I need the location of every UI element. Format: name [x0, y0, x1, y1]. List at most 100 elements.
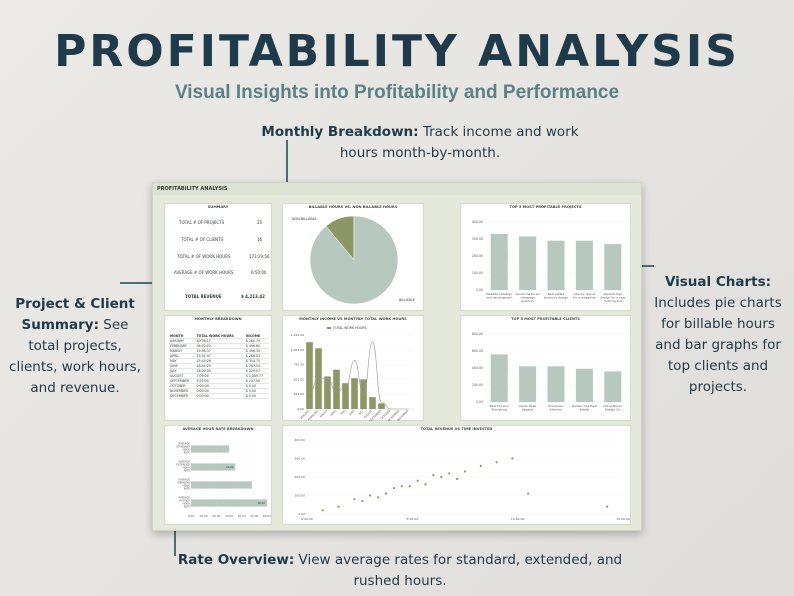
rate-bar-chart: 0.00 10.00 20.00 30.00 40.00 50.00 60.00 AVERAG…	[176, 440, 271, 518]
callout-visual-text: Includes pie charts for billable hours a…	[654, 295, 782, 395]
bar	[369, 397, 376, 409]
billable-pie-chart	[309, 215, 399, 305]
table-row: APRIL 23:51:47 $ 266.03	[169, 353, 269, 359]
table-cell: $ 496.60	[244, 343, 269, 349]
bar	[351, 378, 358, 409]
dashboard-title: PROFITABILITY ANALYSIS	[153, 183, 641, 195]
y-tick-label: 400.00	[472, 366, 483, 370]
table-row: JUNE 18:44:29 $ 787.24	[169, 363, 269, 369]
table-cell: OCTOBER	[169, 383, 196, 389]
y-tick-label: 400.00	[472, 220, 483, 224]
scatter-point	[606, 505, 609, 508]
bar	[547, 240, 565, 290]
x-tick-label: Interior layout	[574, 292, 596, 296]
y-tick-label: 750.00	[294, 363, 305, 367]
bar	[191, 463, 236, 471]
y-tick-label: AVERAGE	[178, 459, 190, 463]
bar	[191, 445, 229, 453]
y-tick-label: 800.00	[472, 332, 483, 336]
y-tick-label: 500.00	[294, 377, 305, 381]
table-cell: 18:00:00	[195, 368, 245, 374]
y-tick-label: 400.00	[295, 438, 306, 442]
summary-value: 16	[257, 237, 263, 242]
x-tick-label: Evergreen	[548, 404, 563, 408]
table-cell: 0:00:00	[195, 393, 245, 399]
table-cell: MAY	[169, 358, 196, 364]
scatter-point	[400, 485, 403, 488]
scatter-point	[408, 485, 411, 488]
summary-label: TOTAL REVENUE	[185, 294, 222, 299]
scatter-point	[369, 494, 372, 497]
table-cell: FEBRUARY	[169, 343, 196, 349]
x-tick-label: Citrus Bloom	[603, 404, 622, 408]
x-tick-label: APRIL	[329, 408, 337, 416]
y-tick-label: RATE	[184, 486, 191, 490]
scatter-point	[479, 464, 482, 467]
pie-label-billable: BILLABLE	[399, 298, 415, 302]
scatter-point	[448, 472, 451, 475]
table-cell: 40:36:17	[195, 338, 245, 344]
x-tick-label: design for a new	[600, 296, 626, 300]
bar	[191, 481, 252, 489]
y-tick-label: AVERAGE	[178, 495, 190, 499]
callout-monthly-bold: Monthly Breakdown:	[261, 124, 419, 140]
table-cell: $ 266.03	[244, 353, 269, 359]
x-tick-label: 5:00:00	[407, 517, 419, 521]
scatter-point	[337, 505, 340, 508]
scatter-point	[384, 492, 388, 495]
summary-label: TOTAL # OF WORK HOURS	[177, 254, 231, 259]
y-tick-label: 0.00	[298, 512, 305, 516]
bar-value-label: 20.00	[226, 465, 234, 469]
table-cell: APRIL	[169, 353, 196, 359]
table-cell: $ 787.24	[244, 363, 269, 369]
monthly-breakdown-table: MONTH TOTAL WORK HOURS INCOME JANUARY 40:36:…	[169, 330, 269, 399]
y-tick-label: HOUR	[183, 501, 191, 505]
top-projects-title: TOP 5 MOST PROFITABLE PROJECTS	[509, 205, 582, 209]
top-clients-title: TOP 5 MOST PROFITABLE CLIENTS	[511, 317, 580, 321]
income-line	[309, 341, 409, 410]
y-tick-label: 100.00	[295, 494, 306, 498]
y-tick-label: AVERAGE	[178, 441, 190, 445]
x-tick-label: 15:00:00	[616, 517, 630, 521]
callout-rate-text: View average rates for standard, extende…	[294, 552, 623, 589]
billable-pie-panel: BILLABLE HOURS VS. NON BILLABLE HOURS NO…	[282, 203, 424, 311]
table-cell: 7:09:00	[195, 373, 245, 379]
income-hours-legend: TOTAL WORK HOURS	[333, 326, 367, 330]
bar	[575, 368, 593, 402]
x-tick-label: 30.00	[225, 514, 233, 518]
summary-value: 25	[257, 220, 263, 225]
x-tick-label: campaign	[520, 296, 535, 300]
rate-breakdown-title: AVERAGE HOUR RATE BREAKDOWN	[182, 427, 254, 431]
x-tick-label: 40.00	[238, 514, 246, 518]
revenue-time-scatter-chart: 0.00 100.00 200.00 300.00 400.00 0:00:00 5:00:…	[295, 438, 630, 521]
table-cell: 19:46:37	[195, 348, 245, 354]
scatter-point	[377, 496, 380, 499]
table-row: MAY 15:44:26 $ 354.75	[169, 358, 269, 364]
y-tick-label: 1,250.00	[291, 333, 304, 337]
top-clients-bar-chart: 0.00 200.00 400.00 600.00 800.00 Blue Horizon…	[472, 332, 627, 412]
income-hours-combo-chart: 0.00 250.00 500.00 750.00 1,000.00 1,250.00 JA…	[291, 327, 413, 421]
x-tick-label: AUGUST	[363, 409, 374, 420]
x-tick-label: JANUARY	[299, 409, 311, 421]
x-tick-label: Blue Horizon	[490, 404, 509, 408]
y-tick-label: 200.00	[472, 254, 483, 258]
pie-slice	[309, 215, 399, 305]
scatter-point	[361, 499, 364, 503]
callout-rate-bold: Rate Overview:	[177, 552, 295, 568]
bar	[519, 236, 537, 290]
table-cell: $ 0.00	[244, 383, 269, 389]
table-cell: JULY	[169, 368, 196, 374]
scatter-point	[424, 483, 427, 486]
top-projects-bar-chart: 0.00 100.00 200.00 300.00 400.00 Website rede…	[472, 220, 627, 303]
table-cell: 23:51:47	[195, 353, 245, 359]
scatter-point	[527, 492, 530, 495]
callout-client-text: See total projects, clients, work hours,…	[9, 317, 141, 396]
page-title: PROFITABILITY ANALYSIS	[54, 26, 740, 77]
table-header-cell: TOTAL WORK HOURS	[195, 330, 245, 339]
billable-pie-title: BILLABLE HOURS VS. NON BILLABLE HOURS	[308, 205, 398, 209]
bar	[519, 366, 537, 402]
bar	[378, 403, 385, 409]
y-tick-label: HOUR	[183, 483, 191, 487]
x-tick-label: Apparel	[522, 408, 534, 412]
x-tick-label: Interiors	[550, 408, 563, 412]
